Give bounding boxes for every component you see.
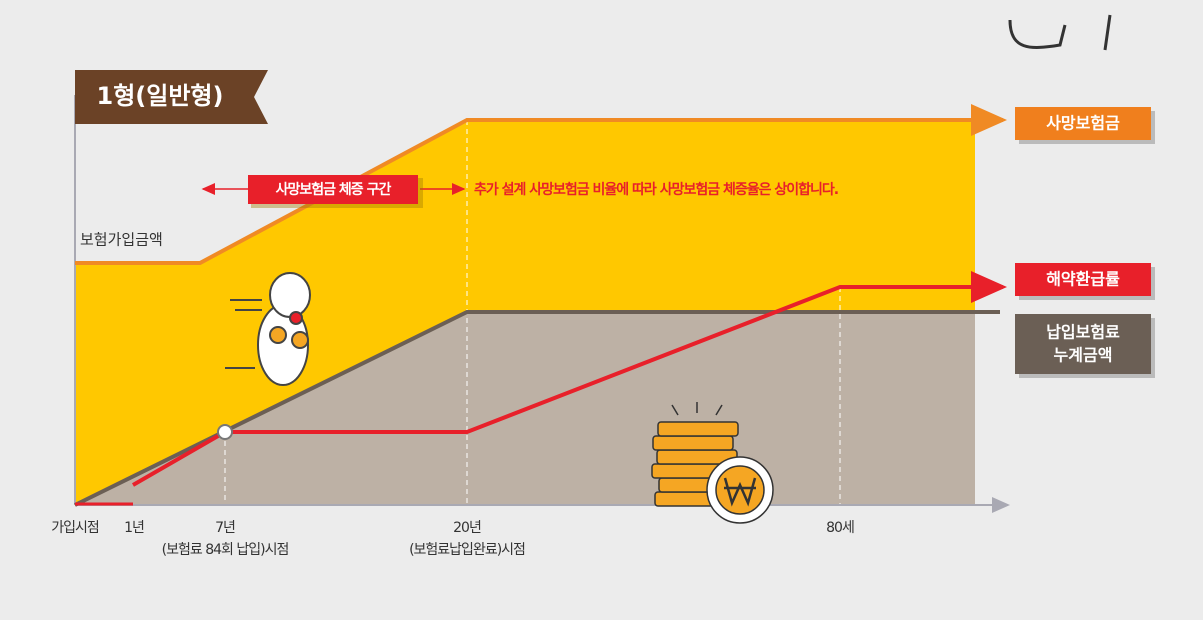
x-label: 가입시점 [51,520,99,536]
x-label: 1년 [124,520,144,536]
y-axis-label: 보험가입금액 [80,231,163,249]
legend-label: 해약환급률 [1046,270,1120,289]
badge-text: 1형(일반형) [97,82,224,110]
x-label: 20년 [453,520,481,536]
legend-label: 납입보험료 [1046,323,1120,342]
point-marker [218,425,232,439]
note: 추가 설계 사망보험금 비율에 따라 사망보험금 체증율은 상이합니다. [474,181,838,198]
legend-label: 누계금액 [1054,346,1113,365]
legend-label: 사망보험금 [1046,114,1120,133]
x-label: 80세 [826,520,854,536]
page: 1형(일반형) 보험가입금액 사망보험금 체증 구간 추가 설계 사망보험금 비… [0,0,1203,620]
x-label: 7년 [215,520,235,536]
range-label: 사망보험금 체증 구간 [276,181,392,198]
x-label: (보험료납입완료)시점 [409,542,525,558]
x-label: (보험료 84회 납입)시점 [162,542,289,558]
diagram: 1형(일반형) 보험가입금액 사망보험금 체증 구간 추가 설계 사망보험금 비… [0,0,1203,620]
